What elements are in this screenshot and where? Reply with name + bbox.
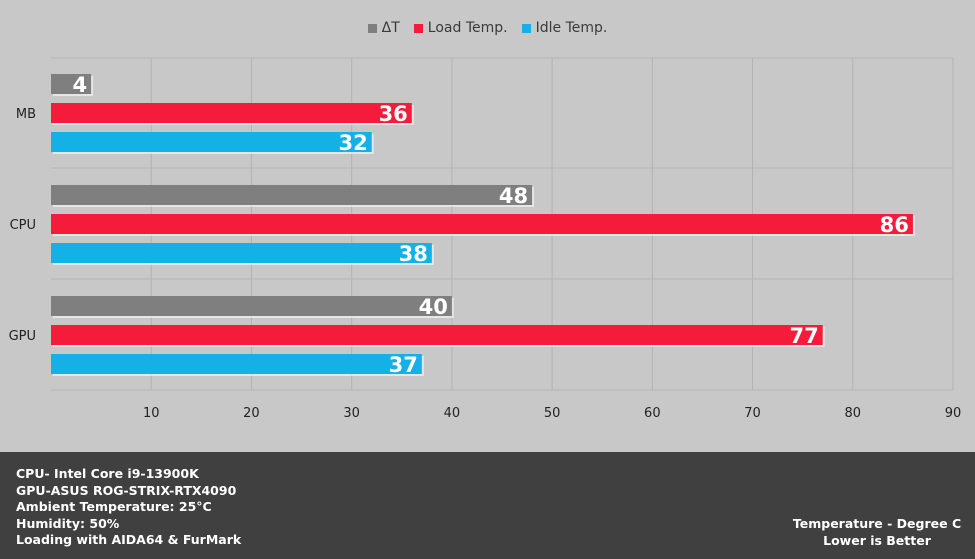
category-label: MB — [16, 107, 36, 122]
chart-area: ΔT Load Temp. Idle Temp. 10 20 30 40 50 60 70 8… — [0, 20, 975, 421]
x-tick-label: 10 — [143, 406, 160, 421]
x-tick-label: 90 — [945, 406, 962, 421]
spec-loading: Loading with AIDA64 & FurMark — [16, 532, 242, 547]
legend-item-idle-temp: Idle Temp. — [521, 20, 608, 36]
x-tick-label: 70 — [744, 406, 761, 421]
legend-label-load-temp: Load Temp. — [427, 20, 508, 36]
data-label: 86 — [880, 213, 909, 237]
bar — [51, 325, 823, 345]
bar — [51, 185, 533, 205]
lower-better-label: Lower is Better — [823, 532, 931, 548]
legend-swatch-delta-t — [367, 23, 377, 33]
data-label: 38 — [399, 242, 428, 266]
bar — [51, 103, 412, 123]
bar — [51, 132, 372, 152]
data-label: 37 — [389, 353, 418, 377]
bar — [51, 296, 452, 316]
bar-chart: 10 20 30 40 50 60 70 80 90 MB 4 36 32 CPU 48 86 38 GPU 40 7… — [9, 57, 962, 421]
bar — [51, 214, 913, 234]
spec-cpu: CPU- Intel Core i9-13900K — [16, 466, 199, 481]
test-specs: CPU- Intel Core i9-13900K GPU-ASUS ROG-S… — [16, 466, 241, 549]
x-tick-label: 60 — [644, 406, 661, 421]
bar — [51, 74, 92, 94]
bar — [51, 354, 422, 374]
category-label: CPU — [10, 218, 36, 233]
data-label: 4 — [72, 73, 87, 97]
legend-label-delta-t: ΔT — [381, 20, 400, 36]
info-panel: CPU- Intel Core i9-13900K GPU-ASUS ROG-S… — [0, 452, 975, 559]
category-label: GPU — [9, 329, 36, 344]
bar — [51, 243, 432, 263]
data-label: 36 — [379, 102, 408, 126]
legend-item-load-temp: Load Temp. — [413, 20, 508, 36]
spec-gpu: GPU-ASUS ROG-STRIX-RTX4090 — [16, 482, 237, 498]
legend-swatch-load-temp — [413, 23, 423, 33]
spec-humidity: Humidity: 50% — [16, 515, 120, 531]
legend-item-delta-t: ΔT — [367, 20, 400, 36]
x-tick-label: 40 — [444, 406, 461, 421]
legend: ΔT Load Temp. Idle Temp. — [0, 20, 975, 36]
data-label: 77 — [789, 324, 818, 348]
legend-label-idle-temp: Idle Temp. — [535, 20, 608, 36]
x-tick-label: 20 — [243, 406, 260, 421]
spec-ambient: Ambient Temperature: 25°C — [16, 499, 212, 514]
data-label: 40 — [419, 295, 448, 319]
legend-swatch-idle-temp — [521, 23, 531, 33]
unit-label: Temperature - Degree C — [792, 516, 962, 531]
x-tick-label: 50 — [544, 406, 561, 421]
unit-note: Temperature - Degree C Lower is Better — [787, 516, 967, 549]
data-label: 32 — [338, 131, 367, 155]
data-label: 48 — [499, 184, 528, 208]
x-tick-label: 80 — [845, 406, 862, 421]
x-tick-label: 30 — [343, 406, 360, 421]
